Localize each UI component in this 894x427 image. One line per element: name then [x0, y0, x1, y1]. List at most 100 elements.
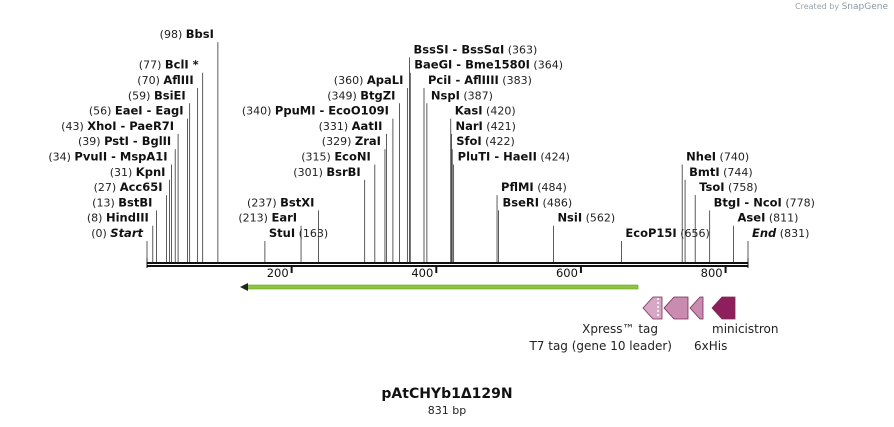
site-label: PciI - AflIIII (383): [428, 73, 532, 87]
snapgene-logo: SnapGene: [841, 2, 888, 12]
site-name: ApaLI: [367, 73, 404, 87]
t7-tag-arrow: [663, 296, 689, 320]
site-label: EcoP15I (656): [625, 226, 709, 240]
site-label: NheI (740): [686, 150, 749, 164]
site-position: (331): [319, 120, 352, 133]
site-label: (98) BbsI: [160, 27, 214, 41]
site-label: NarI (421): [455, 119, 515, 133]
site-label: BmtI (744): [689, 165, 753, 179]
site-label: BseRI (486): [502, 195, 572, 209]
site-name: BmtI: [689, 165, 720, 179]
site-name: NarI: [455, 119, 482, 133]
site-label: (329) ZraI: [322, 134, 381, 148]
site-position: (0): [91, 227, 110, 240]
site-position: (13): [92, 196, 118, 209]
site-name: NsiI: [557, 211, 582, 225]
site-label: (70) AflIII: [137, 73, 193, 87]
site-name: PstI - BglII: [104, 134, 171, 148]
site-position: (301): [293, 166, 326, 179]
site-position: (778): [782, 196, 815, 209]
site-position: (740): [716, 151, 749, 164]
site-name: BstBI: [118, 195, 152, 209]
site-position: (163): [295, 227, 328, 240]
site-name: EcoNI: [334, 150, 370, 164]
ruler-tick-label: 400: [411, 266, 433, 280]
site-name: XhoI - PaeR7I: [87, 119, 174, 133]
site-name: StuI: [269, 226, 295, 240]
site-name: ZraI: [355, 134, 381, 148]
site-name: Acc65I: [120, 180, 163, 194]
site-position: (486): [539, 196, 572, 209]
site-position: (422): [482, 135, 515, 148]
site-position: (27): [94, 181, 120, 194]
site-position: (421): [483, 120, 516, 133]
orf-arrow-head: [240, 283, 248, 291]
site-position: (56): [89, 105, 115, 118]
site-label: (77) BclI *: [139, 58, 199, 72]
site-position: (364): [530, 59, 563, 72]
site-position: (744): [720, 166, 753, 179]
site-position: (8): [87, 212, 106, 225]
site-position: (383): [499, 74, 532, 87]
site-name: PflMI: [501, 180, 534, 194]
site-position: (237): [247, 196, 280, 209]
site-position: (77): [139, 59, 165, 72]
site-label: PflMI (484): [501, 180, 567, 194]
site-name: AseI: [738, 211, 766, 225]
site-label: AseI (811): [738, 211, 799, 225]
six-his-arrow: [689, 296, 704, 320]
site-label: (349) BtgZI: [327, 88, 395, 102]
site-label: (340) PpuMI - EcoO109I: [242, 104, 389, 118]
site-name: End: [752, 226, 777, 240]
site-label: PluTI - HaeII (424): [458, 150, 570, 164]
site-position: (420): [483, 105, 516, 118]
site-label: StuI (163): [269, 226, 328, 240]
site-label: KasI (420): [455, 104, 516, 118]
site-label: (8) HindIII: [87, 211, 149, 225]
site-label: (34) PvuII - MspA1I: [48, 150, 167, 164]
site-name: NheI: [686, 150, 716, 164]
site-name: BsiEI: [154, 88, 186, 102]
site-name: BclI *: [165, 58, 199, 72]
site-name: BtgZI: [360, 88, 395, 102]
site-label: (39) PstI - BglII: [78, 134, 171, 148]
site-name: BstXI: [280, 195, 314, 209]
site-label: TsoI (758): [699, 180, 757, 194]
site-position: (34): [48, 151, 74, 164]
site-position: (31): [110, 166, 136, 179]
site-name: EaeI - EagI: [115, 104, 184, 118]
site-position: (70): [137, 74, 163, 87]
plasmid-length: 831 bp: [427, 404, 467, 417]
site-position: (360): [334, 74, 367, 87]
feature-label-xpress: Xpress™ tag: [582, 322, 658, 336]
site-label: SfoI (422): [456, 134, 515, 148]
site-position: (811): [765, 212, 798, 225]
site-position: (213): [238, 212, 271, 225]
site-label: (315) EcoNI: [301, 150, 371, 164]
site-position: (39): [78, 135, 104, 148]
site-name: BtgI - NcoI: [714, 195, 782, 209]
site-label: (31) KpnI: [110, 165, 166, 179]
snapgene-branding: Created by SnapGene: [795, 2, 888, 12]
site-name: PciI - AflIIII: [428, 73, 499, 87]
site-position: (387): [460, 89, 493, 102]
created-by-text: Created by: [795, 2, 840, 11]
site-name: PvuII - MspA1I: [74, 150, 167, 164]
orf-arrow-body: [243, 284, 639, 290]
site-position: (363): [504, 43, 537, 56]
site-name: EarI: [271, 211, 297, 225]
site-name: KpnI: [136, 165, 166, 179]
site-name: AflIII: [163, 73, 193, 87]
site-position: (831): [776, 227, 809, 240]
site-name: BaeGI - Bme1580I: [414, 58, 530, 72]
site-name: TsoI: [699, 180, 724, 194]
site-name: EcoP15I: [625, 226, 676, 240]
site-label: (301) BsrBI: [293, 165, 360, 179]
site-name: PpuMI - EcoO109I: [275, 104, 389, 118]
site-label: End (831): [752, 226, 809, 240]
plasmid-name: pAtCHYb1Δ129N: [381, 386, 513, 402]
site-position: (349): [327, 89, 360, 102]
site-label: (237) BstXI: [247, 195, 314, 209]
site-label: BssSI - BssSαI (363): [414, 42, 538, 56]
site-name: BsrBI: [326, 165, 360, 179]
